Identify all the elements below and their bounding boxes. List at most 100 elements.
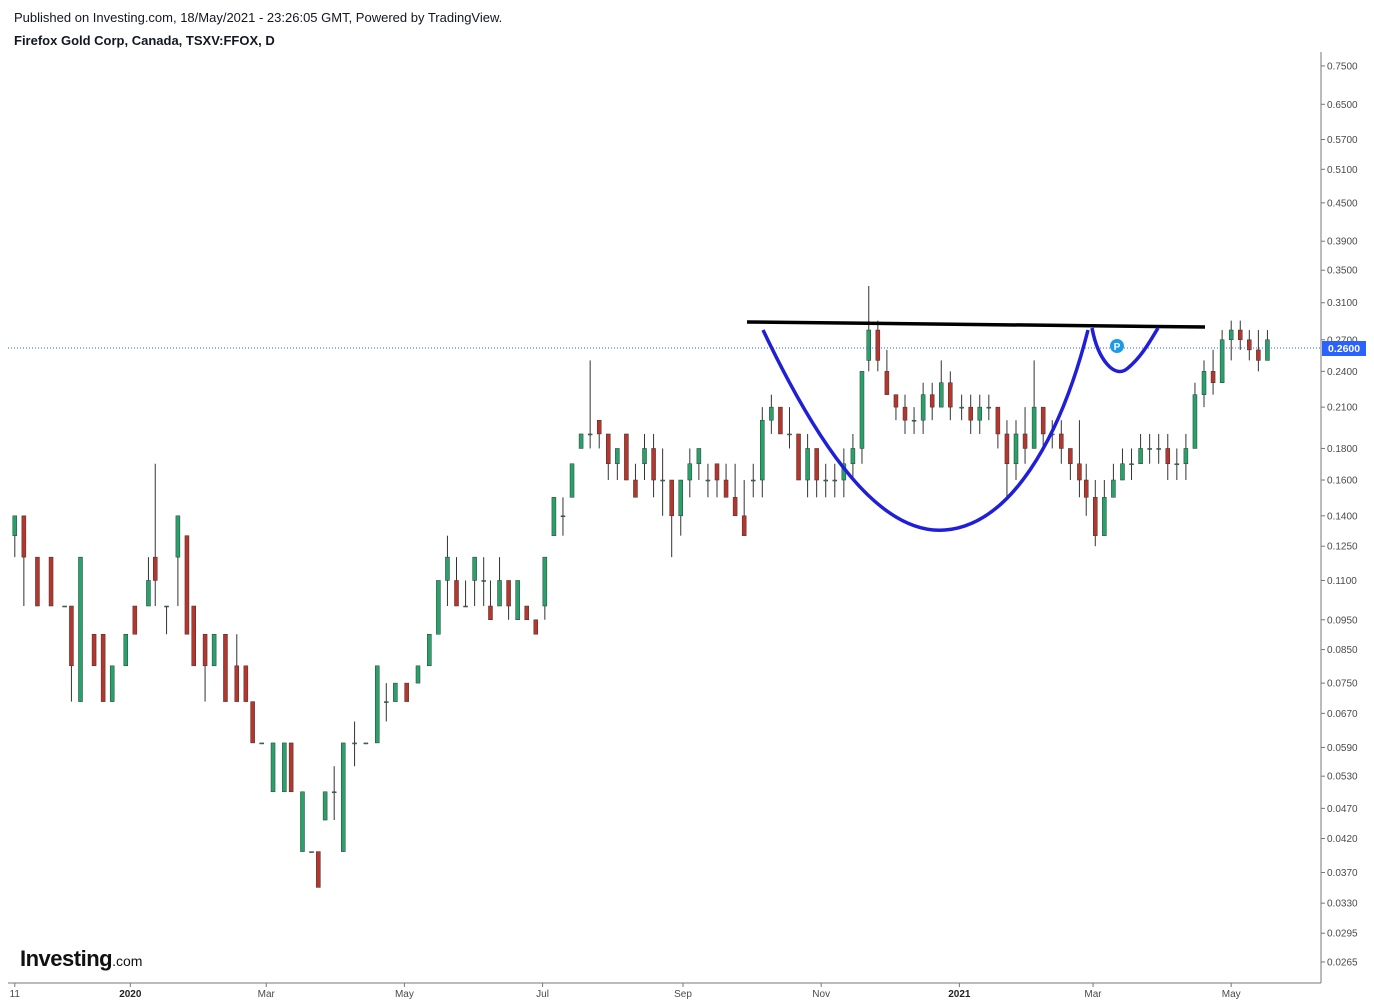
candle-body-up bbox=[1102, 497, 1107, 536]
candle-body-down bbox=[1210, 371, 1216, 383]
candle bbox=[152, 463, 158, 607]
y-tick-label: 0.5700 bbox=[1327, 135, 1358, 146]
candle-body-up bbox=[859, 371, 865, 449]
candle bbox=[100, 633, 106, 702]
candle-body-up bbox=[1111, 479, 1116, 498]
candle-body-down bbox=[893, 394, 899, 408]
candle bbox=[12, 515, 18, 558]
logo-word: Investing bbox=[20, 946, 113, 971]
candle bbox=[415, 665, 421, 684]
candle bbox=[1228, 320, 1234, 361]
candle-body-up bbox=[832, 479, 838, 482]
candle bbox=[696, 448, 702, 481]
candle bbox=[331, 766, 337, 821]
x-tick-label: May bbox=[1222, 989, 1241, 1000]
candle bbox=[1068, 448, 1073, 481]
candle bbox=[91, 633, 97, 667]
candle bbox=[78, 556, 83, 702]
candle bbox=[481, 557, 486, 607]
candle-body-up bbox=[1120, 463, 1125, 481]
candle-body-up bbox=[551, 497, 557, 536]
y-tick-label: 0.0420 bbox=[1327, 834, 1358, 845]
candle-body-up bbox=[542, 556, 548, 607]
candle bbox=[69, 605, 74, 702]
candles-layer bbox=[12, 285, 1270, 888]
candle bbox=[859, 371, 865, 464]
candle bbox=[551, 497, 557, 536]
candle bbox=[642, 433, 647, 481]
y-tick-label: 0.0265 bbox=[1327, 957, 1358, 968]
candle-body-up bbox=[911, 419, 917, 422]
time-axis[interactable]: 11 2020 Mar May Jul Sep Nov 2021 Mar May bbox=[10, 983, 1241, 1000]
resistance-line[interactable] bbox=[746, 320, 1206, 329]
candle bbox=[968, 394, 973, 434]
y-tick-label: 0.3900 bbox=[1327, 237, 1358, 248]
candle bbox=[463, 580, 468, 608]
candle-body-up bbox=[569, 463, 575, 498]
x-tick-label: 2020 bbox=[119, 989, 142, 1000]
candle bbox=[48, 556, 54, 607]
candle bbox=[35, 556, 40, 607]
candle bbox=[259, 742, 264, 745]
candle bbox=[769, 394, 774, 434]
candle-body-up bbox=[787, 433, 792, 436]
candle bbox=[1120, 448, 1125, 481]
candle bbox=[787, 407, 792, 449]
candle-body-down bbox=[533, 619, 539, 635]
candle-body-down bbox=[1022, 433, 1028, 449]
candle-body-down bbox=[714, 463, 720, 481]
candle-body-up bbox=[687, 463, 693, 481]
marker-badge[interactable]: P bbox=[1110, 339, 1124, 353]
candle-body-up bbox=[211, 633, 217, 667]
candle-body-down bbox=[152, 556, 158, 581]
candle-body-down bbox=[1004, 433, 1010, 465]
candle bbox=[929, 382, 935, 421]
handle-curve[interactable] bbox=[1090, 327, 1160, 374]
candle bbox=[938, 360, 944, 408]
candle-body-down bbox=[100, 633, 106, 702]
candle bbox=[959, 394, 964, 421]
candle bbox=[146, 557, 151, 607]
candle-body-up bbox=[578, 433, 584, 449]
investing-logo: Investing.com bbox=[20, 946, 142, 972]
last-price-label: 0.2600 bbox=[1322, 341, 1366, 356]
y-tick-label: 0.7500 bbox=[1327, 61, 1358, 72]
candle bbox=[778, 406, 783, 435]
candle-body-up bbox=[977, 406, 983, 421]
x-tick-label: Mar bbox=[1084, 989, 1102, 1000]
candle bbox=[184, 535, 190, 635]
candle-body-down bbox=[948, 382, 953, 408]
candle-body-down bbox=[596, 419, 602, 435]
candle-body-down bbox=[1256, 349, 1261, 361]
candle bbox=[1102, 480, 1107, 536]
y-tick-label: 0.0330 bbox=[1327, 899, 1358, 910]
candle-body-up bbox=[363, 742, 369, 745]
candle bbox=[714, 463, 720, 498]
candle-body-up bbox=[12, 515, 18, 536]
candle-body-down bbox=[968, 406, 973, 421]
candle-body-up bbox=[986, 406, 992, 409]
candle bbox=[524, 605, 529, 621]
cup-curve[interactable] bbox=[761, 329, 1090, 532]
y-tick-label: 0.0670 bbox=[1327, 709, 1358, 720]
y-tick-label: 0.2400 bbox=[1327, 367, 1358, 378]
candle bbox=[1093, 480, 1098, 547]
candle-body-up bbox=[445, 556, 450, 581]
candle bbox=[1156, 433, 1161, 464]
candle bbox=[760, 407, 765, 498]
candle bbox=[288, 742, 294, 793]
price-axis[interactable]: 0.7500 0.6500 0.5700 0.5100 0.4500 0.3900 0.35… bbox=[1321, 61, 1358, 968]
candle-body-down bbox=[1059, 433, 1064, 449]
candle-body-up bbox=[587, 433, 593, 436]
candle-body-down bbox=[1165, 448, 1171, 465]
y-tick-label: 0.1400 bbox=[1327, 511, 1358, 522]
candle bbox=[445, 535, 450, 607]
candle-body-down bbox=[488, 605, 493, 621]
candle bbox=[1210, 349, 1216, 395]
candle bbox=[542, 556, 548, 620]
candle bbox=[234, 634, 240, 702]
candle bbox=[270, 742, 276, 793]
candle bbox=[1111, 463, 1116, 498]
candle bbox=[560, 497, 566, 536]
